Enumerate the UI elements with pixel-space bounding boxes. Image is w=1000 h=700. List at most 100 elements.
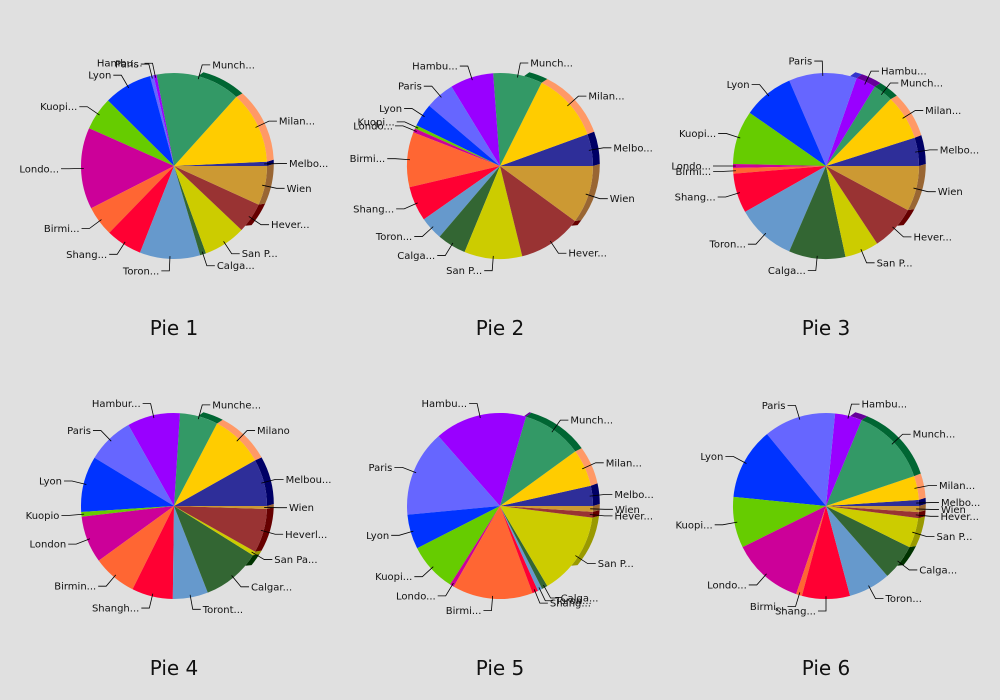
pie-slice-kuopio[interactable] — [414, 125, 500, 166]
pie-slice-paris[interactable] — [429, 86, 500, 166]
pie-slice-lyon[interactable] — [416, 105, 500, 166]
pie-slice-lyon[interactable] — [749, 80, 826, 166]
pie-slice-london[interactable] — [733, 163, 826, 169]
pie-slice-toronto[interactable] — [172, 506, 208, 599]
pie-slice-lyon[interactable] — [81, 457, 174, 512]
pie-slice-munchen[interactable] — [156, 72, 237, 166]
pie-side-melbourne — [914, 135, 926, 166]
pie-slice-calgary[interactable] — [174, 506, 253, 593]
pie-slice-melbourne[interactable] — [174, 161, 267, 166]
pie-slice-toronto[interactable] — [140, 166, 201, 259]
pie-slice-heverlee[interactable] — [500, 506, 593, 518]
pie-slice-melbourne[interactable] — [174, 460, 267, 506]
slice-label: Lyon — [727, 80, 750, 91]
pie-slice-london[interactable] — [413, 128, 500, 166]
pie-slice-calgary[interactable] — [439, 166, 500, 252]
pie-slice-paris[interactable] — [94, 424, 174, 506]
pie-slice-munchen[interactable] — [826, 420, 915, 506]
leader-line — [261, 478, 284, 484]
pie-slice-calgary[interactable] — [789, 166, 846, 259]
pie-slice-wien[interactable] — [174, 506, 267, 509]
pie-slice-paris[interactable] — [149, 75, 174, 166]
pie-slice-birmingham[interactable] — [91, 166, 174, 233]
pie-slice-lyon[interactable] — [407, 506, 500, 549]
pie-slice-kuopio[interactable] — [81, 506, 174, 517]
pie-slice-munchen[interactable] — [493, 72, 542, 166]
pie-slice-toronto[interactable] — [423, 166, 500, 237]
pie-slice-paris[interactable] — [789, 72, 857, 166]
pie-slice-birmingham[interactable] — [407, 132, 500, 188]
pie-slice-san paulo[interactable] — [464, 166, 523, 259]
pie-slice-munchen[interactable] — [826, 86, 891, 166]
pie-slice-melbourne[interactable] — [500, 134, 593, 166]
pie-slice-milano[interactable] — [826, 99, 915, 166]
pie-slice-san paulo[interactable] — [826, 506, 919, 548]
pie-slice-milano[interactable] — [826, 476, 919, 506]
pie-slice-wien[interactable] — [174, 166, 267, 205]
pie-slice-hamburg[interactable] — [451, 73, 500, 166]
pie-slice-calgary[interactable] — [174, 166, 206, 256]
pie-slice-melbourne[interactable] — [826, 499, 919, 506]
slice-label: Hambu... — [862, 400, 908, 411]
pie-slice-milano[interactable] — [174, 423, 256, 506]
pie-slice-hamburg[interactable] — [153, 74, 174, 166]
pie-slice-lyon[interactable] — [107, 76, 174, 166]
pie-slice-london[interactable] — [742, 506, 826, 595]
slice-label: Munch... — [913, 430, 956, 441]
pie-slice-heverlee[interactable] — [500, 166, 575, 257]
pie-slice-san paulo[interactable] — [174, 166, 242, 254]
pie-slice-calgary[interactable] — [826, 506, 910, 576]
pie-slice-milano[interactable] — [174, 96, 267, 166]
pie-slice-munchen[interactable] — [174, 413, 218, 506]
pie-slice-shanghai[interactable] — [409, 166, 500, 220]
pie-slice-birmingham[interactable] — [796, 506, 826, 596]
pie-slice-kuopio[interactable] — [417, 506, 500, 585]
pie-slice-lyon[interactable] — [733, 434, 826, 506]
pie-slice-paris[interactable] — [767, 413, 836, 506]
pie-slice-shanghai[interactable] — [132, 506, 174, 599]
pie-slice-toronto[interactable] — [500, 506, 543, 591]
pie-slice-london[interactable] — [450, 506, 500, 587]
pie-slice-melbourne[interactable] — [500, 485, 593, 506]
slice-label: Shangh... — [92, 604, 139, 615]
pie-slice-san paulo[interactable] — [826, 166, 878, 257]
pie-side-melbourne — [266, 159, 274, 166]
pie-slice-heverlee[interactable] — [826, 166, 908, 244]
leader-line — [718, 133, 741, 139]
pie-slice-toronto[interactable] — [826, 506, 888, 596]
pie-slice-heverlee[interactable] — [174, 506, 267, 552]
pie-slice-wien[interactable] — [500, 506, 593, 512]
pie-slice-birmingham[interactable] — [453, 506, 533, 599]
pie-slice-hamburg[interactable] — [128, 413, 180, 506]
pie-slice-london[interactable] — [80, 128, 174, 209]
pie-slice-milano[interactable] — [500, 82, 588, 166]
pie-slice-kuopio[interactable] — [89, 100, 174, 166]
pie-slice-shanghai[interactable] — [801, 506, 851, 600]
pie-slice-wien[interactable] — [826, 506, 919, 513]
pie-slice-hamburg[interactable] — [826, 78, 875, 166]
pie-slice-milano[interactable] — [500, 451, 591, 506]
pie-slice-hamburg[interactable] — [438, 413, 526, 506]
pie-slice-birmingham[interactable] — [98, 506, 174, 590]
pie-slice-london[interactable] — [81, 506, 174, 561]
pie-slice-kuopio[interactable] — [733, 112, 826, 166]
pie-slice-wien[interactable] — [826, 166, 919, 211]
pie-slice-hamburg[interactable] — [826, 413, 862, 506]
pie-slice-shanghai[interactable] — [109, 166, 174, 253]
pie-slice-shanghai[interactable] — [733, 166, 826, 212]
pie-slice-paris[interactable] — [407, 436, 500, 515]
pie-slice-calgary[interactable] — [500, 506, 548, 589]
pie-slice-shanghai[interactable] — [500, 506, 539, 594]
pie-chart-3: Melbo... Milan... Munch...Hambu... Paris Lyo… — [671, 57, 979, 340]
pie-slice-wien[interactable] — [500, 166, 593, 221]
pie-slice-munchen[interactable] — [500, 416, 576, 506]
pie-slice-san paulo[interactable] — [500, 506, 593, 587]
pie-slice-kuopio[interactable] — [733, 496, 826, 548]
pie-slice-heverlee[interactable] — [174, 166, 259, 230]
pie-slice-heverlee[interactable] — [826, 506, 919, 519]
pie-slice-melbourne[interactable] — [826, 137, 919, 166]
pie-slice-san paulo[interactable] — [174, 506, 256, 556]
pie-slice-toronto[interactable] — [745, 166, 826, 252]
pie-slice-birmingham[interactable] — [733, 166, 826, 174]
slice-label: Milan... — [588, 92, 624, 103]
